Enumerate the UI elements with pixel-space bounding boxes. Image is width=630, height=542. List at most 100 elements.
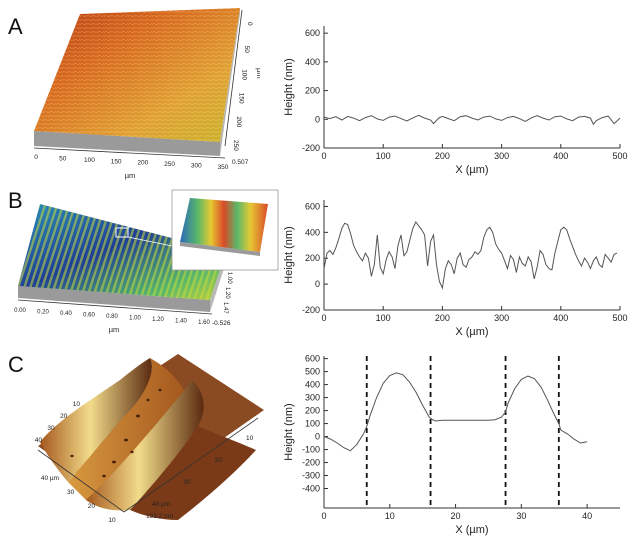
surface-c-z-label: 133.2 nm bbox=[146, 513, 173, 520]
surface-c-pits bbox=[70, 388, 162, 478]
surface-tick-label: 150 bbox=[238, 93, 245, 104]
x-axis-label: X (µm) bbox=[455, 326, 488, 338]
surface-tick-label: 0.60 bbox=[83, 313, 95, 319]
surface-b-zoom-box bbox=[115, 227, 129, 238]
y-tick-label: 200 bbox=[305, 406, 320, 416]
surface-a-side-wall bbox=[220, 8, 240, 156]
y-tick-label: -300 bbox=[302, 471, 320, 481]
surface-tick-label: 0.20 bbox=[37, 310, 49, 316]
y-tick-label: 500 bbox=[305, 367, 320, 377]
y-tick-label: -200 bbox=[302, 458, 320, 468]
x-tick-label: 200 bbox=[435, 151, 450, 161]
line-chart-c: 0 10 20 30 40 -400 -300 -200 -100 0 100 200 300 400 50… bbox=[283, 354, 620, 536]
panel-letter-c: C bbox=[8, 352, 24, 377]
surface-tick-label: 0.80 bbox=[106, 314, 118, 320]
surface-tick-label: 30 bbox=[67, 489, 75, 496]
surface-tick-label: 30 bbox=[183, 479, 191, 486]
panel-letter-a: A bbox=[8, 14, 23, 39]
surface-tick-label: 30 bbox=[47, 425, 55, 432]
surface-tick-label: 300 bbox=[191, 163, 202, 170]
surface-tick-label: 1.60 bbox=[198, 320, 210, 326]
x-tick-label: 200 bbox=[435, 313, 450, 323]
surface-tick-label: 1.20 bbox=[152, 317, 164, 323]
surface-c-ridge-2 bbox=[86, 380, 204, 511]
x-tick-label: 0 bbox=[321, 151, 326, 161]
x-tick-label: 100 bbox=[376, 313, 391, 323]
panel-letter-b: B bbox=[8, 188, 23, 213]
surface-a-x-label: µm bbox=[125, 171, 136, 180]
surface-tick-label: 20 bbox=[88, 503, 96, 510]
x-tick-label: 0 bbox=[321, 511, 326, 521]
y-axis-label: Height (nm) bbox=[283, 226, 295, 283]
profile-series-line bbox=[323, 221, 618, 290]
surface-b-ridges bbox=[18, 204, 226, 300]
surface-tick-label: 1.00 bbox=[129, 316, 141, 322]
y-tick-label: 100 bbox=[305, 419, 320, 429]
surface-tick-label: 50 bbox=[59, 155, 67, 162]
surface-b-front-wall bbox=[18, 286, 210, 312]
surface-c-valley bbox=[68, 358, 184, 500]
y-tick-label: 0 bbox=[315, 114, 320, 124]
surface-b-x-label: µm bbox=[109, 325, 120, 334]
surface-c-right-slope bbox=[130, 426, 256, 520]
y-tick-label: -200 bbox=[302, 143, 320, 153]
surface-a-front-wall bbox=[34, 131, 220, 156]
surface-tick-label: 200 bbox=[137, 160, 148, 167]
surface-tick-label: 20 bbox=[215, 457, 223, 464]
surface-a-z-label: 0.507 bbox=[232, 159, 249, 166]
x-tick-label: 100 bbox=[376, 151, 391, 161]
surface-a-depth-axis bbox=[224, 9, 243, 147]
surface-tick-label: 40 bbox=[35, 437, 43, 444]
surface-b-zoom-line bbox=[127, 236, 173, 247]
surface-tick-label: 1.40 bbox=[175, 319, 187, 325]
y-tick-label: 300 bbox=[305, 393, 320, 403]
y-tick-label: -400 bbox=[302, 484, 320, 494]
y-axis-label: Height (nm) bbox=[283, 58, 295, 115]
surface-c-x-axis bbox=[37, 449, 125, 513]
surface-tick-label: 100 bbox=[240, 69, 247, 80]
surface-a-x-axis bbox=[33, 147, 226, 159]
surface-tick-label: 0 bbox=[246, 22, 253, 26]
x-tick-label: 500 bbox=[612, 313, 627, 323]
surface-tick-label: 10 bbox=[108, 517, 116, 524]
surface-tick-label: 1.20 bbox=[224, 287, 230, 299]
surface-tick-label: 10 bbox=[73, 401, 81, 408]
surface-tick-label: 100 bbox=[84, 157, 95, 164]
x-tick-label: 500 bbox=[612, 151, 627, 161]
y-tick-label: 400 bbox=[305, 227, 320, 237]
surface-b-z-label: -0.526 bbox=[212, 320, 231, 327]
surface-tick-label: 250 bbox=[164, 161, 175, 168]
surface-tick-label: 250 bbox=[232, 140, 239, 151]
surface-tick-label: 350 bbox=[218, 164, 229, 171]
x-tick-label: 10 bbox=[385, 511, 395, 521]
x-axis-label: X (µm) bbox=[455, 524, 488, 536]
y-tick-label: 0 bbox=[315, 432, 320, 442]
x-tick-label: 400 bbox=[553, 313, 568, 323]
y-tick-label: 600 bbox=[305, 28, 320, 38]
surface-tick-label: 200 bbox=[235, 116, 242, 127]
x-axis-label: X (µm) bbox=[455, 164, 488, 176]
x-tick-label: 0 bbox=[321, 313, 326, 323]
y-axis-label: Height (nm) bbox=[283, 403, 295, 460]
y-tick-label: 400 bbox=[305, 57, 320, 67]
y-tick-label: 200 bbox=[305, 253, 320, 263]
profile-series-line bbox=[323, 372, 588, 452]
surface-b-inset-surface bbox=[180, 198, 268, 252]
x-tick-label: 400 bbox=[553, 151, 568, 161]
surface-tick-label: 150 bbox=[111, 158, 122, 165]
y-tick-label: 400 bbox=[305, 380, 320, 390]
x-tick-label: 20 bbox=[451, 511, 461, 521]
profile-series-line bbox=[323, 114, 621, 126]
surface-c-3d: 40 30 20 10 40 µm 30 20 10 10 20 30 40 µm 133.2 n… bbox=[35, 354, 264, 524]
surface-tick-label: 40 µm bbox=[41, 475, 59, 482]
surface-tick-label: 1.47 bbox=[222, 302, 228, 314]
x-tick-label: 300 bbox=[494, 313, 509, 323]
surface-tick-label: 10 bbox=[246, 435, 254, 442]
y-tick-label: 600 bbox=[305, 201, 320, 211]
surface-tick-label: 0.00 bbox=[14, 308, 26, 314]
surface-a-texture bbox=[34, 8, 240, 142]
y-tick-label: -100 bbox=[302, 445, 320, 455]
surface-tick-label: 1.00 bbox=[226, 272, 232, 284]
